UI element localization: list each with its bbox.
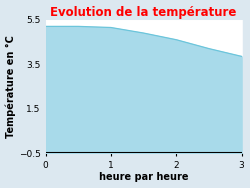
- Y-axis label: Température en °C: Température en °C: [6, 35, 16, 138]
- Title: Evolution de la température: Evolution de la température: [50, 6, 237, 19]
- X-axis label: heure par heure: heure par heure: [99, 172, 188, 182]
